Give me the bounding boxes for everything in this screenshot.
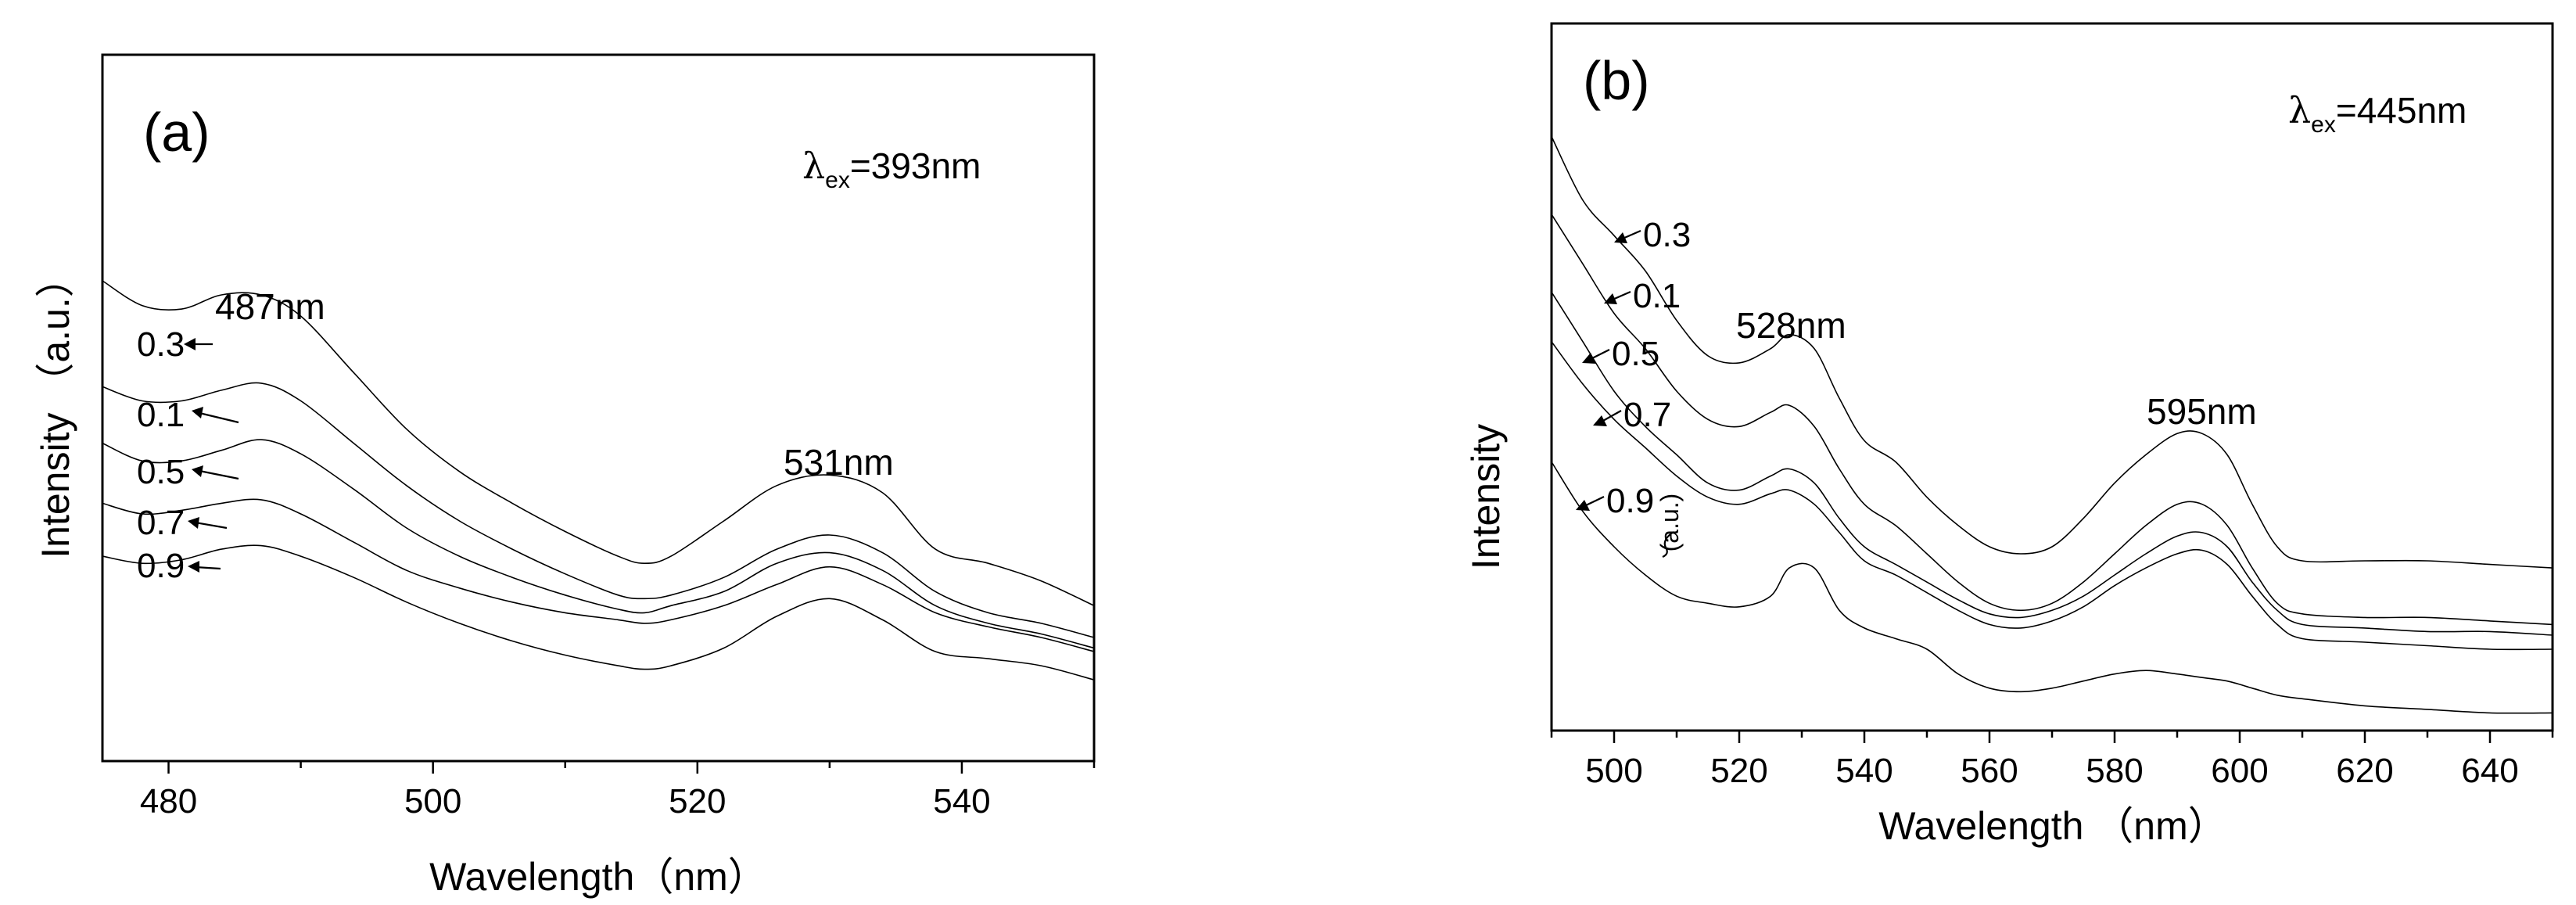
- panel-a-peak-label-2: 531nm: [784, 442, 894, 483]
- panel-b-arrow-0.9: [1584, 496, 1605, 507]
- panel-a-x-ticks: 480 500 520 540: [140, 761, 1096, 821]
- panel-a-series-label-0.3: 0.3: [137, 325, 185, 364]
- panel-b-arrow-0.3: [1622, 229, 1641, 240]
- panel-b-series-label-0.9: 0.9: [1606, 482, 1654, 520]
- panel-b-series-label-0.3: 0.3: [1643, 216, 1691, 254]
- panel-b-series-0.5: [1551, 292, 2553, 636]
- panel-b-arrowhead-0.5: [1582, 353, 1596, 364]
- panel-a-series-0.3: [102, 280, 1095, 607]
- panel-a-arrow-0.9: [195, 566, 221, 570]
- panel-b-y-axis-label: Intensity: [1464, 424, 1508, 569]
- panel-a-letter: (a): [143, 102, 210, 163]
- panel-b-au-bracket: [1662, 531, 1674, 558]
- panel-b-excitation-subscript: ex: [2311, 112, 2336, 138]
- panel-b-arrow-0.1: [1612, 290, 1631, 301]
- panel-a-series-label-0.9: 0.9: [137, 547, 185, 585]
- panel-a-curves: [102, 280, 1095, 681]
- panel-a-series-label-0.5: 0.5: [137, 453, 185, 491]
- panel-b-arrows: [1576, 229, 1674, 558]
- panel-b-excitation-value: =445nm: [2336, 90, 2467, 131]
- panel-a-series-0.5: [102, 439, 1095, 649]
- panel-a-x-axis-label: Wavelength（nm）: [429, 855, 767, 899]
- panel-a-series-0.7: [102, 498, 1095, 652]
- panel-b-excitation: λex=445nm: [2288, 89, 2467, 138]
- panel-a-arrowhead-0.5: [192, 465, 203, 477]
- panel-b-letter: (b): [1583, 50, 1650, 111]
- panel-a-arrow-0.7: [195, 521, 228, 530]
- panel-b-curves: [1551, 136, 2553, 714]
- panel-b-series-0.7: [1551, 341, 2553, 651]
- panel-b-arrow-0.5: [1590, 349, 1610, 360]
- panel-b-series-label-0.5: 0.5: [1612, 335, 1659, 373]
- panel-a-arrows: [184, 338, 239, 573]
- panel-b-x-tick-label-580: 580: [2086, 752, 2143, 790]
- panel-b-x-tick-label-600: 600: [2211, 752, 2268, 790]
- panel-b-arrowhead-0.3: [1614, 232, 1627, 243]
- panel-a-excitation-value: =393nm: [850, 145, 981, 186]
- panel-b-series-0.9: [1551, 461, 2553, 714]
- panel-b-series-label-0.7: 0.7: [1623, 396, 1671, 434]
- panel-a-arrow-0.1: [199, 411, 239, 424]
- panel-b-x-tick-label-560: 560: [1961, 752, 2018, 790]
- panel-a-arrowhead-0.9: [188, 561, 199, 573]
- panel-a-series-label-0.7: 0.7: [137, 504, 185, 542]
- panel-a-excitation-subscript: ex: [825, 167, 850, 193]
- panel-b-x-tick-label-640: 640: [2461, 752, 2518, 790]
- panel-a-arrowhead-0.7: [188, 517, 199, 529]
- panel-b-peak-label-2: 595nm: [2147, 391, 2257, 432]
- panel-b-arrowhead-0.9: [1576, 500, 1590, 511]
- panel-a-arrowhead-0.1: [192, 407, 203, 418]
- panel-a-x-tick-label-480: 480: [140, 782, 197, 821]
- panel-b-x-tick-label-540: 540: [1835, 752, 1893, 790]
- panel-a-chart: 480 500 520 540 (a) λex=393nm 487nm 531nm 0…: [34, 53, 1096, 899]
- panel-b-au-label: (a.u.): [1656, 494, 1684, 552]
- panel-a-x-tick-label-520: 520: [669, 782, 726, 821]
- panel-b-arrowhead-0.7: [1593, 415, 1607, 426]
- panel-b-series-label-0.1: 0.1: [1633, 277, 1681, 315]
- panel-a-x-tick-label-540: 540: [933, 782, 990, 821]
- panel-a-series-0.1: [102, 382, 1095, 638]
- panel-a-x-tick-label-500: 500: [404, 782, 461, 821]
- panel-b-x-tick-label-620: 620: [2336, 752, 2393, 790]
- panel-a-excitation: λex=393nm: [802, 145, 981, 193]
- panel-b-x-tick-label-500: 500: [1585, 752, 1642, 790]
- panel-b-x-tick-label-520: 520: [1710, 752, 1767, 790]
- panel-b-series-0.1: [1551, 214, 2553, 626]
- panel-a-y-axis-label: Intensity （a.u.）: [34, 258, 77, 558]
- panel-a-series-0.9: [102, 544, 1095, 681]
- panel-b-x-axis-label: Wavelength （nm）: [1878, 804, 2227, 848]
- panel-a-frame: [101, 53, 1096, 763]
- panel-b-chart: 500 520 540 560 580 600 620 640 (b) λex=445nm 5…: [1464, 22, 2554, 848]
- panel-b-lambda-symbol: λ: [2288, 89, 2311, 131]
- panel-a-lambda-symbol: λ: [802, 145, 825, 187]
- panel-a-arrowhead-0.3: [184, 338, 196, 350]
- panel-a-series-label-0.1: 0.1: [137, 396, 185, 434]
- panel-b-series-0.3: [1551, 136, 2553, 569]
- panel-b-arrow-0.7: [1601, 410, 1622, 422]
- panel-a-peak-label-1: 487nm: [215, 286, 325, 327]
- panel-b-arrowhead-0.1: [1604, 293, 1617, 304]
- panel-b-peak-label-1: 528nm: [1736, 305, 1846, 346]
- panel-b-x-ticks: 500 520 540 560 580 600 620 640: [1550, 731, 2554, 790]
- panel-a-arrow-0.5: [199, 469, 239, 480]
